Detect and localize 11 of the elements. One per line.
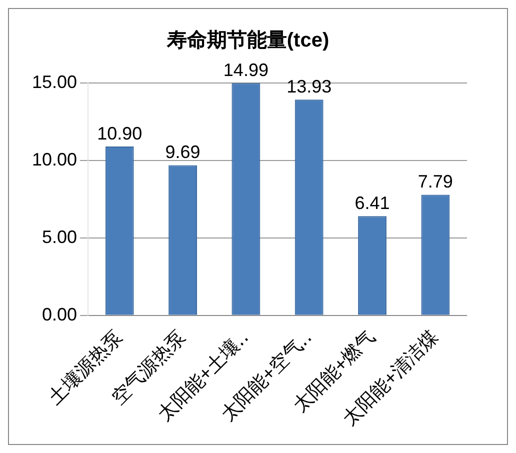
data-label: 14.99 xyxy=(223,60,268,80)
y-tick-label: 10.00 xyxy=(32,149,78,170)
data-label: 7.79 xyxy=(418,172,453,192)
chart-title: 寿命期节能量(tce) xyxy=(166,28,330,52)
data-label: 13.93 xyxy=(286,76,332,97)
data-label: 6.41 xyxy=(354,193,390,214)
y-tick-label: 5.00 xyxy=(42,226,78,247)
data-label: 10.90 xyxy=(97,123,142,144)
data-label: 9.69 xyxy=(165,142,200,162)
y-tick-label: 15.00 xyxy=(32,72,78,92)
y-tick-label: 0.00 xyxy=(42,304,78,324)
